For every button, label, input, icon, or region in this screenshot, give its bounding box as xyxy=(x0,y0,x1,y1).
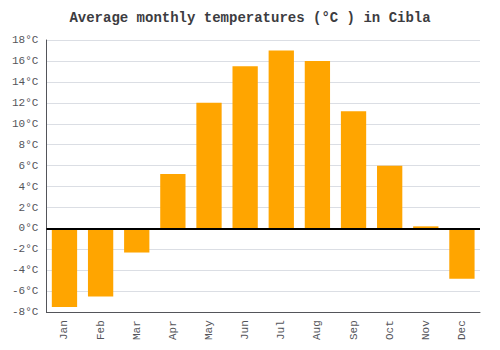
svg-text:-4°C: -4°C xyxy=(12,264,39,276)
svg-text:18°C: 18°C xyxy=(12,34,39,46)
svg-text:-8°C: -8°C xyxy=(12,306,39,318)
svg-text:Feb: Feb xyxy=(95,320,107,340)
svg-text:6°C: 6°C xyxy=(19,160,39,172)
svg-text:-2°C: -2°C xyxy=(12,243,39,255)
svg-text:Jun: Jun xyxy=(239,320,251,340)
svg-text:Oct: Oct xyxy=(384,320,396,340)
svg-text:Jan: Jan xyxy=(58,320,70,340)
svg-text:May: May xyxy=(203,320,215,340)
svg-text:0°C: 0°C xyxy=(19,222,39,234)
svg-text:Jul: Jul xyxy=(275,320,287,340)
svg-text:Dec: Dec xyxy=(456,320,468,340)
svg-text:-6°C: -6°C xyxy=(12,285,39,297)
svg-text:14°C: 14°C xyxy=(12,76,39,88)
svg-text:Mar: Mar xyxy=(131,320,143,340)
svg-text:Sep: Sep xyxy=(348,320,360,340)
svg-text:Nov: Nov xyxy=(420,320,432,340)
svg-text:12°C: 12°C xyxy=(12,97,39,109)
svg-text:Average monthly temperatures (: Average monthly temperatures (°C ) in Ci… xyxy=(69,10,431,26)
svg-text:4°C: 4°C xyxy=(19,181,39,193)
svg-text:10°C: 10°C xyxy=(12,118,39,130)
svg-text:8°C: 8°C xyxy=(19,139,39,151)
svg-text:16°C: 16°C xyxy=(12,55,39,67)
svg-text:2°C: 2°C xyxy=(19,202,39,214)
svg-text:Aug: Aug xyxy=(311,320,323,340)
svg-text:Apr: Apr xyxy=(167,320,179,340)
